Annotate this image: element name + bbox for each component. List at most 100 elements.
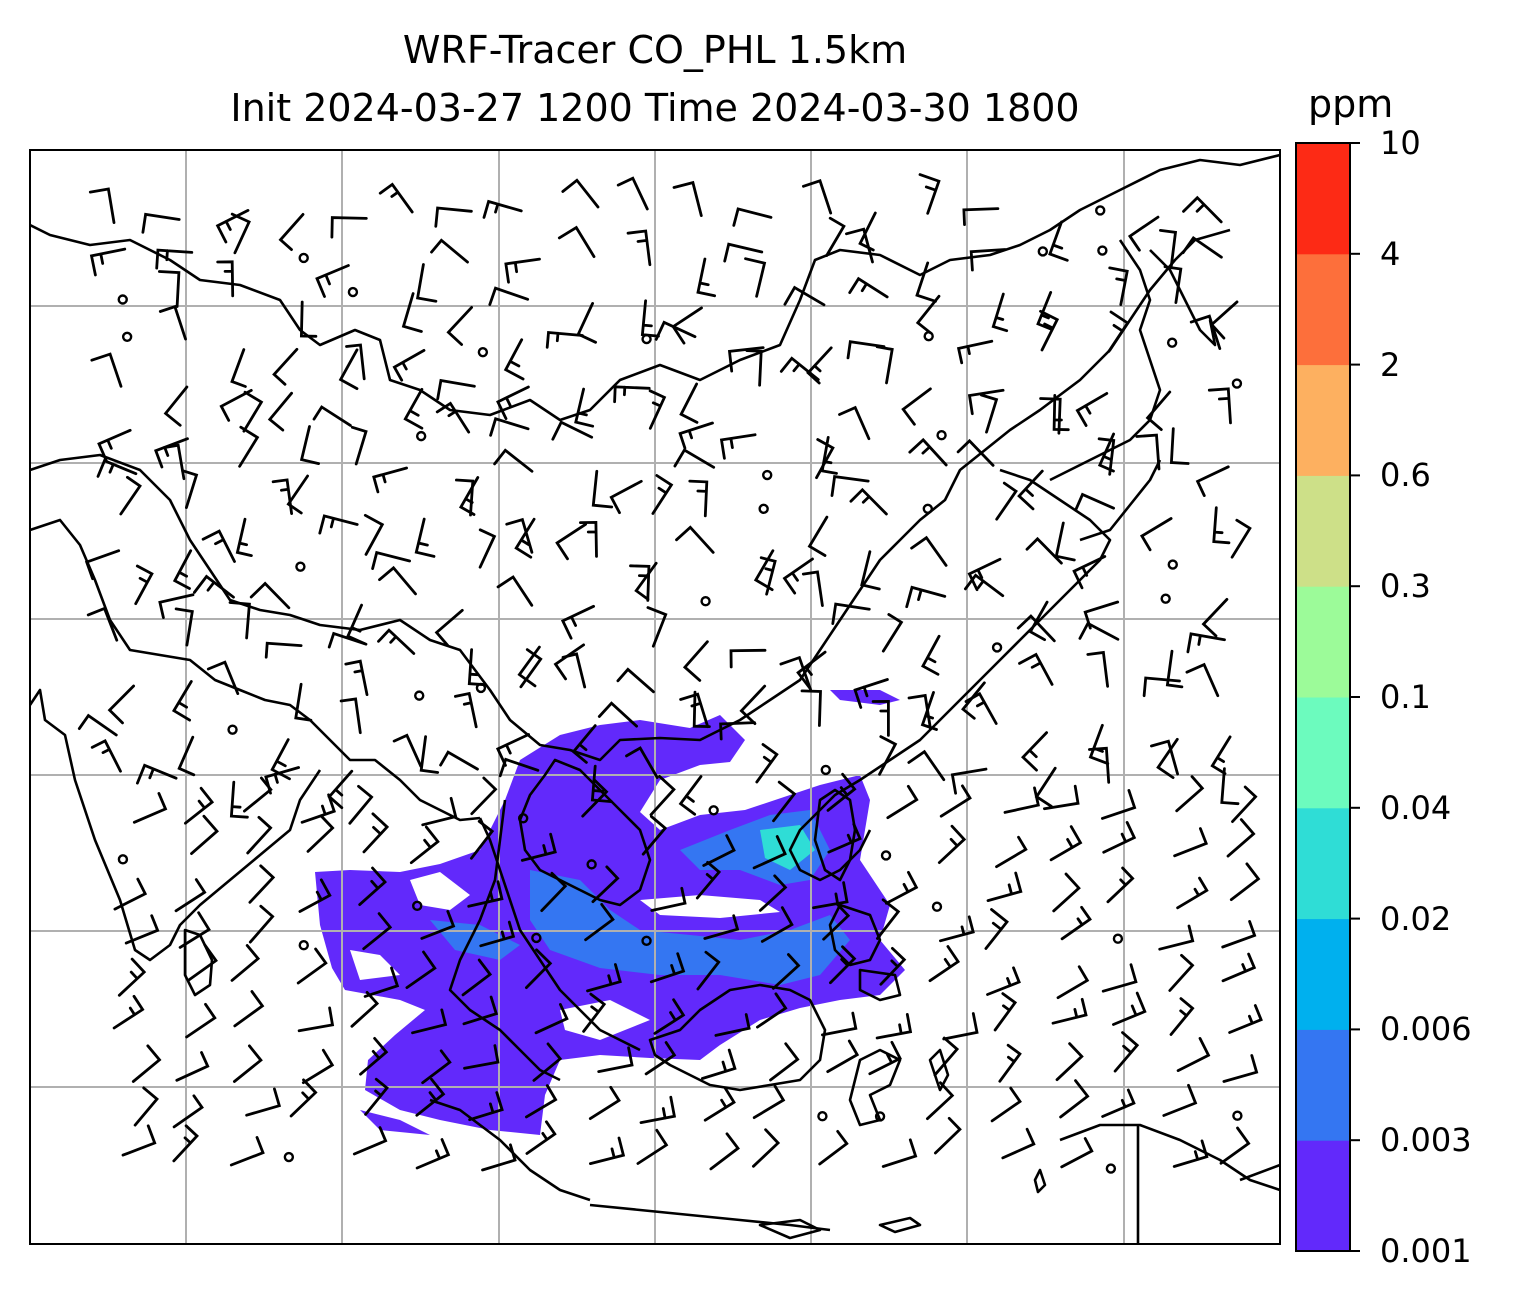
wind-barb (969, 248, 1007, 272)
wind-barb (181, 469, 199, 509)
wind-barb (1051, 997, 1088, 1025)
wind-barb (1182, 195, 1223, 224)
wind-barb (679, 692, 710, 729)
wind-barb (219, 389, 253, 422)
wind-barb (1231, 785, 1258, 823)
wind-barb (826, 1039, 860, 1073)
wind-barb (701, 1048, 737, 1080)
wind-barb (1060, 1137, 1094, 1169)
wind-barb (299, 300, 318, 338)
wind-barb (315, 264, 350, 298)
wind-barb (641, 815, 668, 856)
colorbar-tick-label: 0.02 (1380, 899, 1452, 938)
calm-wind-marker (517, 813, 529, 824)
wind-barb (392, 349, 426, 382)
wind-barb (980, 393, 999, 434)
wind-barb (703, 1086, 736, 1122)
wind-barb (1075, 392, 1109, 427)
wind-barb (1175, 775, 1205, 813)
wind-barb (831, 602, 871, 625)
wind-barb (178, 911, 211, 949)
wind-barb (928, 945, 961, 983)
colorbar-band (1296, 918, 1350, 1030)
wind-barb (132, 792, 168, 824)
wind-barb (591, 865, 620, 904)
wind-barb (853, 678, 889, 709)
wind-barb (1108, 266, 1129, 306)
colorbar-tick-label: 2 (1380, 345, 1401, 384)
wind-barb (625, 746, 659, 779)
wind-barb (461, 958, 493, 997)
wind-barb (296, 947, 328, 985)
wind-barb (1028, 600, 1049, 642)
calm-wind-marker (923, 330, 934, 342)
wind-barb (1056, 965, 1090, 1000)
wind-barb (378, 182, 414, 214)
wind-barb (937, 824, 967, 864)
colorbar-band (1296, 697, 1350, 809)
wind-barb (921, 634, 941, 676)
wind-barb (1036, 291, 1054, 331)
wind-barb (193, 574, 235, 599)
calm-wind-marker (475, 682, 487, 694)
wind-barb (216, 260, 235, 298)
wind-barb (89, 247, 127, 277)
wind-barb (586, 963, 622, 993)
wind-barb (574, 387, 595, 428)
map-title-line-2: Init 2024-03-27 1200 Time 2024-03-30 180… (230, 86, 1080, 130)
wind-barb (1195, 465, 1230, 497)
wind-barb (821, 1011, 858, 1037)
wind-barb (289, 1078, 318, 1118)
wind-barb (421, 1049, 452, 1085)
wind-barb (1039, 309, 1060, 352)
wind-barb (860, 550, 881, 591)
wind-barb (489, 417, 530, 437)
wind-barb (1016, 614, 1056, 643)
calm-wind-marker (641, 935, 652, 947)
wind-barb (878, 735, 898, 776)
wind-barb (1039, 397, 1062, 435)
wind-barb (1113, 1031, 1140, 1073)
calm-wind-marker (1231, 378, 1243, 389)
wind-barb (350, 991, 380, 1028)
wind-barb (362, 912, 393, 951)
wind-barb (986, 871, 1023, 902)
wind-barb (171, 680, 193, 722)
wind-barb (849, 487, 888, 516)
wind-barb (571, 724, 597, 764)
calm-wind-marker (227, 724, 238, 735)
wind-barb (915, 294, 941, 335)
wind-barb (682, 640, 709, 682)
wind-barb (1101, 963, 1138, 993)
wind-barb (1173, 827, 1209, 858)
wind-barb (482, 199, 523, 219)
wind-barb (584, 903, 615, 942)
wind-barb (915, 261, 937, 303)
calm-wind-marker (874, 1111, 886, 1122)
wind-barb (868, 1040, 902, 1076)
colorbar-band (1296, 364, 1350, 476)
wind-barb (709, 1132, 740, 1171)
wind-barb (933, 1036, 960, 1077)
wind-barb (479, 920, 516, 948)
wind-barb (613, 385, 651, 404)
wind-barb (1168, 953, 1195, 992)
calm-wind-marker (1112, 933, 1124, 944)
wind-barb (825, 216, 846, 257)
wind-barb (1001, 1127, 1036, 1160)
wind-barb (409, 825, 440, 865)
wind-barb (90, 352, 123, 388)
wind-barb (752, 1084, 786, 1119)
wind-barb (299, 425, 320, 465)
wind-barb (532, 1042, 563, 1082)
wind-barb (1043, 784, 1080, 811)
wind-barb (403, 387, 424, 430)
calm-wind-marker (414, 690, 425, 701)
wind-barb (504, 257, 541, 284)
wind-barb (300, 793, 336, 824)
calm-wind-marker (298, 252, 309, 264)
wind-barb (267, 391, 293, 432)
wind-barb (881, 1138, 918, 1168)
wind-barb (579, 520, 598, 558)
